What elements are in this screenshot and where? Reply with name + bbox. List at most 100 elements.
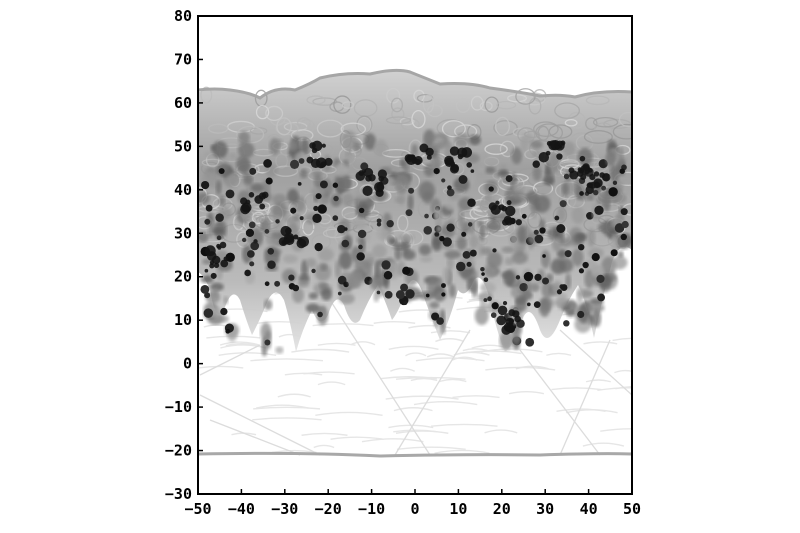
finger-blob: [223, 295, 229, 305]
dark-spot: [210, 272, 217, 279]
dark-spot: [612, 180, 618, 185]
finger-blob: [592, 308, 602, 328]
dark-spot: [436, 317, 444, 325]
swirl: [594, 122, 613, 137]
finger-blob: [420, 255, 433, 263]
dark-cluster: [259, 203, 266, 210]
swirl: [585, 95, 610, 106]
finger-blob: [533, 195, 551, 213]
finger-blob: [293, 213, 300, 221]
swirl: [413, 89, 425, 103]
finger-blob: [216, 315, 229, 323]
finger-blob: [418, 244, 432, 256]
finger-blob: [308, 292, 319, 300]
finger-blob: [338, 293, 355, 305]
dark-spot: [403, 301, 408, 306]
finger-blob: [444, 142, 454, 161]
ripple: [301, 432, 348, 436]
dark-spot: [523, 271, 534, 282]
dark-spot: [317, 311, 323, 318]
dark-cluster: [378, 175, 385, 182]
ripple: [434, 449, 490, 454]
y-tick-label: 30: [174, 224, 192, 242]
dark-spot: [525, 337, 535, 347]
dark-spot: [456, 261, 466, 272]
ripple: [462, 348, 488, 352]
ripple: [615, 386, 632, 390]
finger-blob: [313, 173, 322, 189]
dark-spot: [360, 162, 369, 171]
x-tick-label: −40: [228, 500, 255, 518]
x-tick-label: 10: [449, 500, 467, 518]
dark-spot: [469, 249, 477, 257]
finger-blob: [215, 180, 222, 195]
dark-spot: [225, 189, 235, 199]
dark-cluster: [248, 192, 255, 198]
finger-blob: [511, 251, 528, 265]
x-tick-label: −30: [271, 500, 298, 518]
finger-blob: [244, 173, 254, 185]
finger-blob: [576, 286, 584, 305]
finger-blob: [456, 236, 467, 251]
dark-cluster: [593, 171, 600, 177]
ripple: [256, 404, 309, 409]
dark-spot: [381, 260, 391, 270]
dark-spot: [554, 215, 560, 221]
finger-blob: [617, 251, 624, 258]
dark-cluster: [512, 310, 520, 318]
ripple: [388, 345, 439, 351]
dark-spot: [526, 302, 531, 307]
dark-spot: [620, 233, 627, 241]
dark-cluster: [545, 150, 551, 156]
swirl: [411, 109, 426, 129]
dark-cluster: [546, 141, 552, 146]
swirl: [356, 115, 373, 134]
swirl: [306, 95, 326, 105]
x-tick-label: 30: [536, 500, 554, 518]
ripple: [452, 395, 500, 399]
dark-cluster: [466, 162, 472, 168]
dark-spot: [297, 181, 302, 186]
finger-blob: [372, 244, 387, 259]
ripple: [408, 324, 451, 329]
finger-blob: [541, 250, 551, 269]
finger-blob: [236, 155, 250, 173]
dark-cluster: [497, 305, 508, 316]
bottom-interface-line: [198, 451, 632, 458]
finger-blob: [532, 149, 541, 158]
finger-blob: [203, 151, 214, 158]
x-tick-label: 20: [493, 500, 511, 518]
dark-spot: [288, 274, 295, 281]
finger-blob: [364, 264, 373, 274]
dark-spot: [367, 277, 372, 281]
finger-blob: [511, 181, 525, 193]
swirl: [236, 125, 265, 144]
ripple: [350, 341, 376, 346]
finger-blob: [476, 166, 486, 173]
finger-blob: [562, 141, 576, 157]
finger-blob: [615, 233, 632, 250]
dark-spot: [267, 247, 275, 255]
finger-blob: [224, 173, 241, 189]
dark-spot: [376, 222, 382, 227]
dark-spot: [313, 205, 319, 211]
dark-spot: [431, 312, 440, 321]
swirl: [493, 120, 518, 136]
dark-spot: [560, 284, 568, 291]
swirl: [385, 116, 412, 125]
ripple: [612, 337, 632, 342]
dark-cluster: [285, 227, 292, 235]
finger-blob: [299, 168, 308, 179]
finger-blob: [588, 303, 605, 313]
dark-spot: [533, 229, 539, 235]
dark-spot: [597, 293, 605, 302]
finger-blob: [454, 133, 470, 148]
dark-cluster: [425, 147, 434, 157]
finger-blob: [479, 293, 487, 313]
dark-spot: [446, 188, 455, 197]
y-tick-label: −30: [165, 485, 192, 503]
finger-blob: [212, 287, 219, 297]
dark-spot: [425, 293, 430, 298]
dark-spot: [441, 283, 446, 288]
dark-spot: [405, 289, 415, 299]
